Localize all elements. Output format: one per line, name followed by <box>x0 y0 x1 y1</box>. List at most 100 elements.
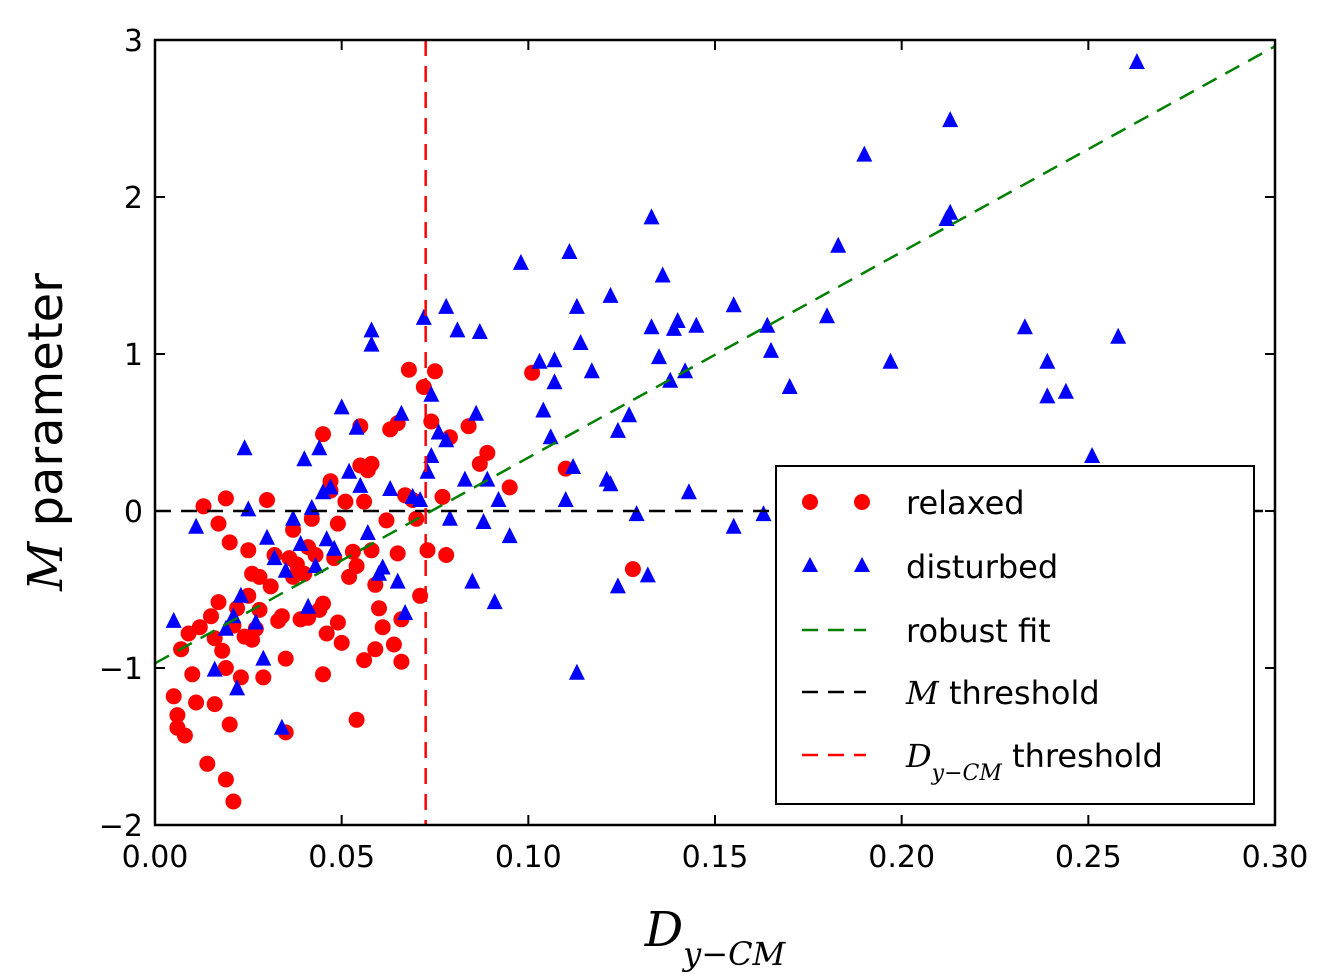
disturbed-point <box>830 236 847 253</box>
relaxed-point <box>259 492 275 508</box>
disturbed-point <box>374 558 391 575</box>
disturbed-point <box>285 509 302 526</box>
disturbed-point <box>568 297 585 314</box>
disturbed-point <box>643 318 660 335</box>
legend-relaxed-marker <box>854 494 870 510</box>
legend-box <box>775 465 1255 805</box>
disturbed-point <box>856 145 873 162</box>
disturbed-point <box>628 505 645 522</box>
disturbed-point <box>781 378 798 394</box>
disturbed-point <box>468 404 485 421</box>
relaxed-point <box>165 688 182 705</box>
disturbed-point <box>486 593 503 610</box>
disturbed-point <box>643 208 660 225</box>
relaxed-point <box>337 493 354 510</box>
disturbed-point <box>1039 387 1056 404</box>
relaxed-point <box>203 608 219 625</box>
disturbed-point <box>307 557 324 573</box>
relaxed-point <box>329 515 346 532</box>
relaxed-point <box>329 614 346 631</box>
relaxed-point <box>315 595 331 612</box>
relaxed-point <box>206 696 223 713</box>
disturbed-point <box>393 404 410 421</box>
relaxed-point <box>199 755 216 772</box>
relaxed-point <box>191 619 208 636</box>
relaxed-point <box>221 534 238 551</box>
relaxed-point <box>210 515 227 532</box>
y-tick-label: 2 <box>124 181 143 216</box>
relaxed-point <box>184 666 201 683</box>
x-tick-label: 0.25 <box>1055 840 1122 875</box>
disturbed-point <box>419 462 436 479</box>
disturbed-point <box>609 421 626 438</box>
relaxed-point <box>273 608 290 625</box>
disturbed-point <box>759 316 776 333</box>
legend: relaxed disturbed robust fit M threshold… <box>775 465 1255 805</box>
x-tick-label: 0.05 <box>308 840 375 875</box>
disturbed-point <box>438 297 455 314</box>
relaxed-point <box>371 600 387 617</box>
disturbed-point <box>236 439 253 456</box>
disturbed-point <box>561 243 578 259</box>
disturbed-point <box>471 323 488 339</box>
relaxed-point <box>262 578 279 595</box>
disturbed-point <box>609 577 626 594</box>
disturbed-point <box>266 549 283 566</box>
disturbed-point <box>423 385 440 402</box>
disturbed-point <box>217 619 234 636</box>
legend-entry-robust-fit: robust fit <box>802 612 1051 650</box>
disturbed-point <box>348 418 365 435</box>
disturbed-point <box>318 530 335 547</box>
x-axis-label: Dy−CM <box>644 902 787 973</box>
disturbed-point <box>165 611 182 628</box>
disturbed-point <box>397 604 414 620</box>
disturbed-point <box>662 371 679 388</box>
disturbed-point <box>942 203 959 220</box>
relaxed-point <box>225 793 242 810</box>
disturbed-point <box>512 253 529 270</box>
x-tick-label: 0.15 <box>682 840 749 875</box>
relaxed-point <box>363 455 380 472</box>
relaxed-point <box>367 641 384 658</box>
relaxed-point <box>415 379 432 395</box>
disturbed-point <box>654 266 671 283</box>
legend-disturbed-marker <box>802 557 818 572</box>
relaxed-point <box>356 652 373 669</box>
disturbed-point <box>572 334 589 350</box>
disturbed-point <box>292 535 309 551</box>
relaxed-point <box>217 490 234 507</box>
disturbed-point <box>602 286 619 303</box>
disturbed-point <box>680 483 697 500</box>
disturbed-point <box>763 341 779 358</box>
disturbed-point <box>819 307 835 324</box>
disturbed-point <box>247 613 264 630</box>
relaxed-point <box>419 542 436 559</box>
relaxed-point <box>385 636 402 653</box>
disturbed-point <box>412 491 429 507</box>
relaxed-point <box>217 660 234 676</box>
disturbed-point <box>882 352 899 369</box>
disturbed-point <box>583 362 600 379</box>
disturbed-point <box>490 491 507 507</box>
relaxed-point <box>438 547 455 563</box>
relaxed-point <box>221 716 238 733</box>
relaxed-point <box>217 771 234 788</box>
y-tick-label: −2 <box>99 809 143 844</box>
disturbed-point <box>464 572 481 589</box>
y-axis-label: M parameter <box>18 273 74 592</box>
disturbed-point <box>296 450 313 467</box>
disturbed-point <box>475 513 492 529</box>
disturbed-point <box>430 423 447 440</box>
disturbed-point <box>651 348 667 365</box>
disturbed-point <box>359 524 376 540</box>
disturbed-point <box>1084 447 1101 463</box>
relaxed-point <box>333 634 350 651</box>
disturbed-point <box>382 480 399 496</box>
x-tick-label: 0.20 <box>868 840 935 875</box>
disturbed-point <box>621 406 638 423</box>
disturbed-point <box>259 528 275 545</box>
relaxed-point <box>378 512 395 529</box>
relaxed-point <box>255 669 272 686</box>
disturbed-point <box>277 561 294 578</box>
relaxed-point <box>434 488 451 505</box>
